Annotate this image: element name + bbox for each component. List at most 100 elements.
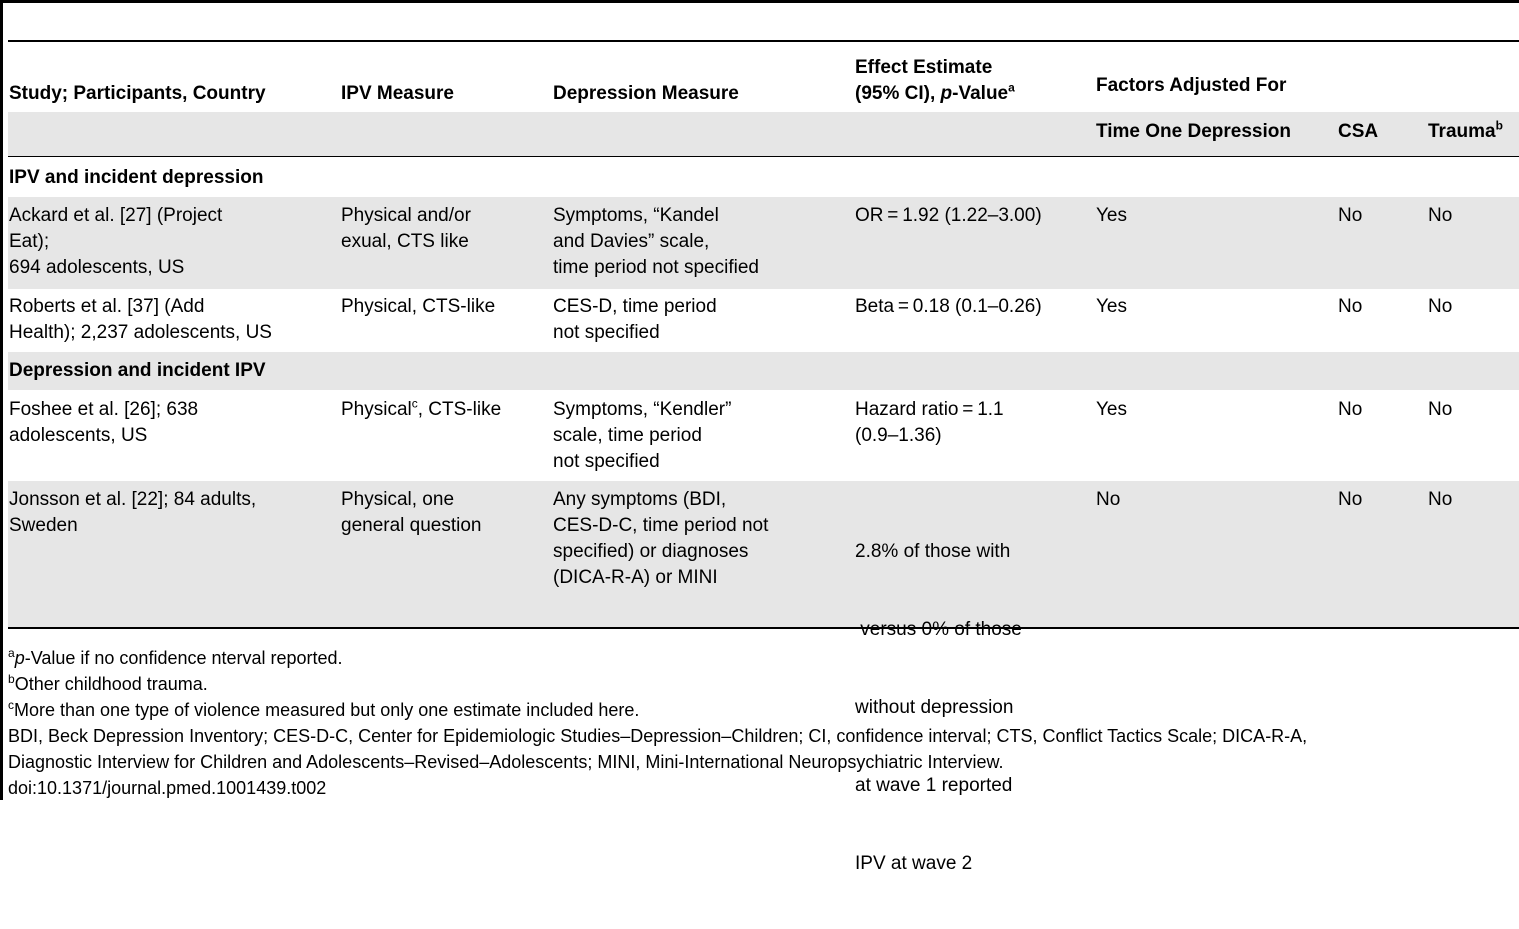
cell-effect: Hazard ratio = 1.1 (0.9–1.36) <box>855 397 1004 449</box>
cell-ipv: Physical, CTS-like <box>341 294 495 320</box>
cell-csa: No <box>1338 296 1363 317</box>
cell-trauma: No <box>1428 399 1453 420</box>
cell-line: Physical, CTS-like <box>341 296 496 317</box>
header-effect-sup: a <box>1008 80 1015 95</box>
row-shade-2 <box>8 352 1519 390</box>
cell-depression: Symptoms, “Kendler” scale, time period n… <box>553 397 731 475</box>
cell-depression: Symptoms, “Kandel and Davies” scale, tim… <box>553 203 759 281</box>
footnote-marker: c <box>8 698 14 712</box>
footnote-marker: a <box>8 646 15 660</box>
footnote-b: bOther childhood trauma. <box>8 671 208 697</box>
cell-line: exual, CTS like <box>341 231 469 252</box>
cell-line: Any symptoms (BDI, <box>553 489 727 510</box>
cell-line: Physical, one <box>341 489 455 510</box>
cell-line: adolescents, US <box>9 425 148 446</box>
cell-line: time period not specified <box>553 257 759 278</box>
cell-line: IPV at wave 2 <box>855 853 973 874</box>
cell-ipv: Physical and/or exual, CTS like <box>341 203 471 255</box>
footnote-text: Other childhood trauma. <box>14 674 208 694</box>
cell-effect: 2.8% of those with versus 0% of those wi… <box>855 487 1022 929</box>
abbreviations-line-1: BDI, Beck Depression Inventory; CES-D-C,… <box>8 726 1308 746</box>
header-effect-post: -Value <box>952 83 1009 104</box>
header-effect-line2: (95% CI), p-Valuea <box>855 81 1015 107</box>
footnote-italic: p <box>14 648 25 668</box>
cell-effect: Beta = 0.18 (0.1–0.26) <box>855 294 1042 320</box>
cell-line: not specified <box>553 322 660 343</box>
header-trauma-sup: b <box>1495 118 1503 133</box>
header-ipv-measure: IPV Measure <box>341 83 454 104</box>
header-effect-p: p <box>940 83 953 104</box>
section-title: IPV and incident depression <box>9 167 264 188</box>
footnote-marker: b <box>8 672 15 686</box>
cell-line: Eat); <box>9 231 50 252</box>
top-border <box>0 0 1519 3</box>
cell-study: Roberts et al. [37] (Add Health); 2,237 … <box>9 294 272 346</box>
cell-trauma: No <box>1428 489 1453 510</box>
cell-ipv: Physical, one general question <box>341 487 482 539</box>
table-bottom-rule <box>8 627 1519 629</box>
cell-line: (DICA-R-A) or MINI <box>553 567 718 588</box>
cell-csa: No <box>1338 489 1363 510</box>
footnote-text: More than one type of violence measured … <box>14 700 640 720</box>
cell-line: and Davies” scale, <box>553 231 710 252</box>
cell-time-one: No <box>1096 489 1121 510</box>
cell-line: Symptoms, “Kandel <box>553 205 719 226</box>
cell-line: Ackard et al. [27] (Project <box>9 205 223 226</box>
header-csa: CSA <box>1338 121 1379 142</box>
cell-line: specified) or diagnoses <box>553 541 749 562</box>
cell-ipv-text: , CTS-like <box>417 399 502 420</box>
cell-effect: OR = 1.92 (1.22–3.00) <box>855 203 1042 229</box>
subheader-shade <box>8 112 1519 156</box>
header-time-one-depression: Time One Depression <box>1096 121 1291 142</box>
header-study: Study; Participants, Country <box>9 83 266 104</box>
cell-line: 694 adolescents, US <box>9 257 185 278</box>
header-trauma-label: Trauma <box>1428 121 1496 142</box>
table-top-rule <box>8 40 1519 42</box>
cell-line: scale, time period <box>553 425 702 446</box>
cell-line: OR = 1.92 (1.22–3.00) <box>855 205 1042 226</box>
doi-link[interactable]: doi:10.1371/journal.pmed.1001439.t002 <box>8 778 327 798</box>
section-title: Depression and incident IPV <box>9 360 266 381</box>
footnote-c: cMore than one type of violence measured… <box>8 697 639 723</box>
cell-line: 2.8% of those with <box>855 541 1011 562</box>
cell-study: Foshee et al. [26]; 638 adolescents, US <box>9 397 198 449</box>
cell-line: Jonsson et al. [22]; 84 adults, <box>9 489 257 510</box>
header-factors-adjusted: Factors Adjusted For <box>1096 75 1287 96</box>
header-bottom-rule <box>8 156 1519 157</box>
cell-csa: No <box>1338 399 1363 420</box>
cell-line: versus 0% of those <box>855 619 1022 640</box>
row-shade-1 <box>8 197 1519 289</box>
left-border <box>0 0 3 800</box>
cell-line: (0.9–1.36) <box>855 425 942 446</box>
cell-time-one: Yes <box>1096 399 1127 420</box>
row-shade-3 <box>8 481 1519 627</box>
cell-line: Physical and/or <box>341 205 471 226</box>
cell-line: Foshee et al. [26]; 638 <box>9 399 199 420</box>
cell-time-one: Yes <box>1096 296 1127 317</box>
header-depression-measure: Depression Measure <box>553 83 739 104</box>
footnote-text: -Value if no confidence nterval reported… <box>24 648 343 668</box>
cell-line: Beta = 0.18 (0.1–0.26) <box>855 296 1042 317</box>
cell-line: Health); 2,237 adolescents, US <box>9 322 272 343</box>
cell-study: Ackard et al. [27] (Project Eat); 694 ad… <box>9 203 222 281</box>
cell-line: not specified <box>553 451 660 472</box>
cell-ipv: Physicalc, CTS-like <box>341 397 501 423</box>
footnote-a: ap-Value if no confidence nterval report… <box>8 645 343 671</box>
cell-line: CES-D, time period <box>553 296 717 317</box>
cell-csa: No <box>1338 205 1363 226</box>
cell-line: Symptoms, “Kendler” <box>553 399 732 420</box>
header-effect-line1: Effect Estimate <box>855 57 993 78</box>
cell-trauma: No <box>1428 205 1453 226</box>
cell-depression: CES-D, time period not specified <box>553 294 717 346</box>
header-effect-pre: (95% CI), <box>855 83 941 104</box>
cell-line: general question <box>341 515 482 536</box>
cell-study: Jonsson et al. [22]; 84 adults, Sweden <box>9 487 256 539</box>
cell-line: without depression <box>855 697 1014 718</box>
cell-line: at wave 1 reported <box>855 775 1013 796</box>
cell-trauma: No <box>1428 296 1453 317</box>
cell-line: CES-D-C, time period not <box>553 515 769 536</box>
cell-ipv-text: Physical <box>341 399 412 420</box>
header-trauma: Traumab <box>1428 119 1503 145</box>
cell-time-one: Yes <box>1096 205 1127 226</box>
footnote-marker: c <box>411 396 418 411</box>
